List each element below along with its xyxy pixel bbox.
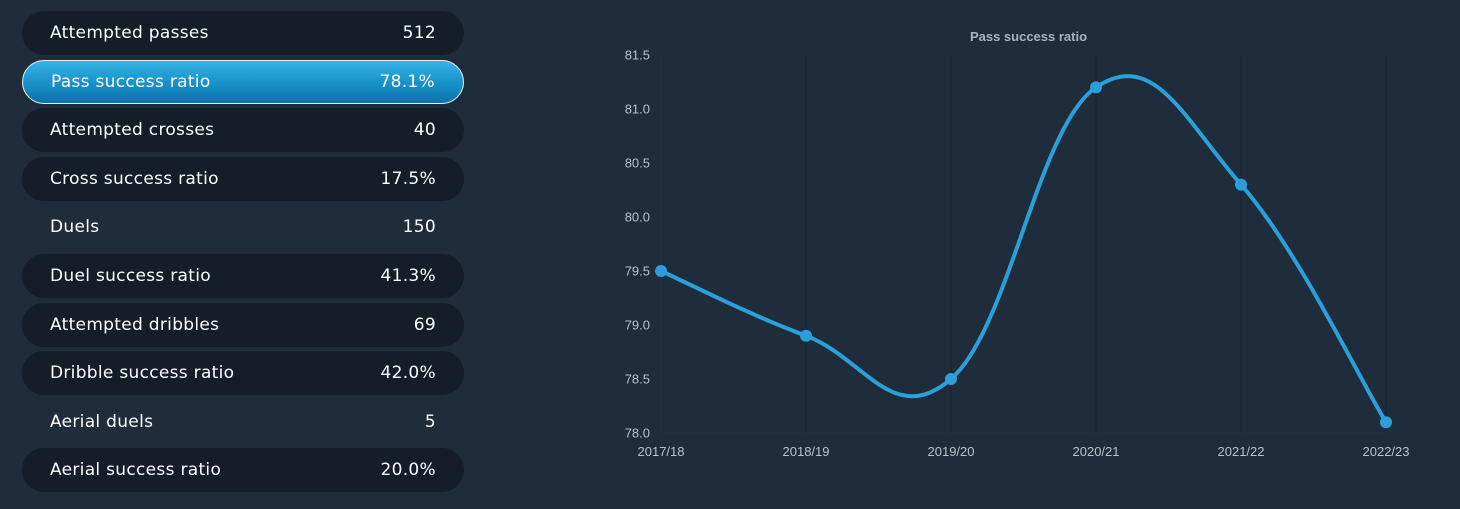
pass-success-chart: Pass success ratio 78.0 78.5 79.0 79.5 80.0 80… [600, 0, 1440, 509]
stat-value: 69 [413, 314, 436, 335]
stat-label: Cross success ratio [50, 168, 219, 189]
stat-label: Aerial duels [50, 411, 154, 432]
stat-label: Attempted crosses [50, 120, 215, 141]
x-tick-label: 2019/20 [928, 444, 975, 459]
stat-row[interactable]: Cross success ratio 17.5% [22, 156, 464, 201]
stat-value: 42.0% [380, 363, 436, 384]
stat-row[interactable]: Aerial duels 5 [22, 400, 464, 444]
stat-label: Dribble success ratio [50, 363, 235, 384]
y-tick-label: 78.5 [625, 372, 650, 387]
chart-title: Pass success ratio [970, 29, 1087, 44]
series-line [659, 74, 1388, 425]
stat-label: Attempted passes [50, 23, 209, 43]
stat-row[interactable]: Duels 150 [22, 205, 464, 249]
stat-row[interactable]: Duel success ratio 41.3% [22, 253, 464, 298]
stat-value: 150 [402, 217, 436, 238]
stat-row[interactable]: Dribble success ratio 42.0% [22, 351, 464, 396]
stat-label: Aerial success ratio [50, 460, 222, 481]
stat-row[interactable]: Aerial success ratio 20.0% [22, 448, 464, 493]
y-tick-label: 81.5 [625, 48, 650, 63]
data-point[interactable] [1380, 416, 1392, 429]
data-point[interactable] [1090, 81, 1102, 94]
stat-row[interactable]: Attempted dribbles 69 [22, 302, 464, 347]
stat-label: Duel success ratio [50, 265, 211, 286]
x-tick-label: 2017/18 [638, 444, 685, 459]
data-point[interactable] [945, 373, 957, 385]
y-tick-label: 80.5 [625, 156, 650, 171]
stat-row[interactable]: Pass success ratio 78.1% [22, 59, 464, 104]
data-point[interactable] [655, 265, 667, 277]
x-tick-label: 2020/21 [1073, 444, 1120, 459]
x-tick-label: 2018/19 [783, 444, 830, 459]
y-tick-label: 79.0 [625, 318, 650, 333]
stat-value: 40 [413, 120, 436, 141]
y-tick-label: 80.0 [625, 210, 650, 225]
stat-label: Pass success ratio [51, 71, 211, 92]
x-tick-label: 2022/23 [1363, 444, 1410, 459]
data-point[interactable] [1235, 178, 1247, 191]
y-tick-label: 78.0 [625, 426, 650, 441]
stat-value: 5 [424, 411, 436, 432]
stat-value: 78.1% [379, 71, 435, 92]
stat-value: 20.0% [380, 460, 436, 481]
stat-row[interactable]: Attempted passes 512 [22, 11, 464, 55]
stat-value: 17.5% [380, 168, 436, 189]
line-chart: Pass success ratio 78.0 78.5 79.0 79.5 80.0 80… [625, 29, 1410, 459]
stat-value: 41.3% [380, 265, 436, 286]
x-tick-label: 2021/22 [1218, 444, 1265, 459]
stat-row[interactable]: Attempted crosses 40 [22, 108, 464, 153]
stat-value: 512 [402, 23, 436, 43]
y-tick-label: 81.0 [625, 102, 650, 117]
stats-list: Attempted passes 512 Pass success ratio 78.… [22, 11, 464, 497]
y-tick-label: 79.5 [625, 264, 650, 279]
stat-label: Duels [50, 217, 100, 238]
data-point[interactable] [800, 329, 812, 342]
stat-label: Attempted dribbles [50, 314, 220, 335]
